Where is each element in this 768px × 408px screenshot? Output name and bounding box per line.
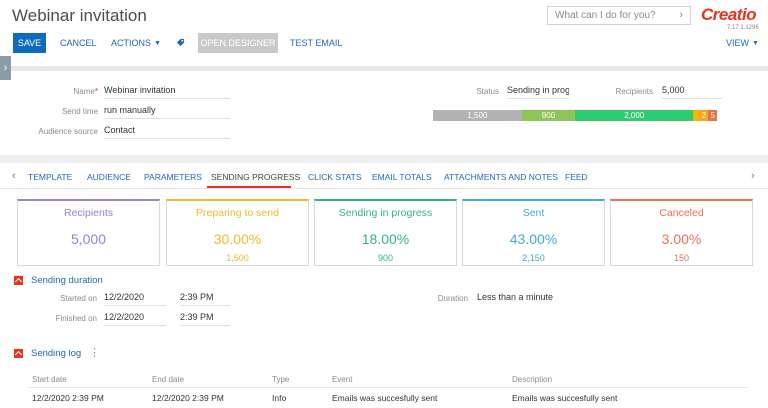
stat-card[interactable]: Canceled 3.00% 150	[610, 199, 753, 266]
section-expand-toggle[interactable]: ›	[0, 56, 11, 80]
save-button[interactable]: SAVE	[13, 33, 46, 53]
test-email-button[interactable]: TEST EMAIL	[290, 38, 343, 48]
chevron-right-icon[interactable]: ›	[679, 9, 683, 21]
caret-down-icon: ▼	[154, 39, 161, 47]
tab-click-stats[interactable]: CLICK STATS	[308, 172, 362, 182]
active-tab-indicator	[207, 186, 291, 188]
started-on-label: Started on	[60, 294, 97, 303]
audience-source-label: Audience source	[38, 127, 98, 136]
actions-button[interactable]: ACTIONS ▼	[111, 33, 161, 53]
sending-log-title[interactable]: Sending log	[31, 348, 82, 359]
column-event[interactable]: Event	[332, 375, 353, 384]
tab-audience[interactable]: AUDIENCE	[87, 172, 131, 182]
view-button[interactable]: VIEW ▼	[726, 33, 759, 53]
tab-email-totals[interactable]: EMAIL TOTALS	[372, 172, 432, 182]
stat-card[interactable]: Sending in progress 18.00% 900	[314, 199, 457, 266]
sending-progress-bar: 1,500 900 2,000 2 5	[433, 110, 729, 121]
finished-on-date-field[interactable]: 12/2/2020	[104, 312, 166, 326]
stat-card-value: 18.00%	[361, 231, 410, 247]
row-type: Info	[272, 393, 287, 403]
collapse-sending-log-icon[interactable]	[14, 349, 23, 358]
column-type[interactable]: Type	[272, 375, 290, 384]
logo: Creatio	[701, 5, 757, 24]
stat-card-value: 43.00%	[509, 231, 558, 247]
version-label: 7.17.1.1296	[727, 25, 759, 31]
finished-on-time-field[interactable]: 2:39 PM	[180, 312, 230, 326]
name-field[interactable]: Webinar invitation	[104, 85, 230, 99]
recipients-field: 5,000	[662, 85, 722, 99]
row-start-date: 12/2/2020 2:39 PM	[32, 393, 104, 403]
open-designer-button[interactable]: OPEN DESIGNER	[198, 33, 278, 53]
stat-card-value: 30.00%	[213, 231, 262, 247]
row-description: Emails was succesfully sent	[512, 393, 618, 403]
progress-segment: 2,000	[575, 110, 694, 121]
header-divider	[0, 66, 768, 71]
recipients-label: Recipients	[615, 87, 653, 96]
status-field[interactable]: Sending in progr...	[507, 85, 569, 99]
more-options-icon[interactable]: ⋮	[89, 347, 100, 359]
progress-segment	[693, 110, 700, 121]
progress-segment: 5	[708, 110, 718, 121]
duration-value: Less than a minute	[477, 292, 554, 302]
duration-label: Duration	[437, 294, 468, 303]
stat-card-value: 5,000	[70, 231, 107, 247]
name-label: Name*	[73, 87, 98, 96]
section-divider	[0, 155, 768, 163]
page-title: Webinar invitation	[12, 6, 147, 25]
stat-card-value: 3.00%	[661, 231, 702, 247]
progress-segment: 2	[699, 110, 709, 121]
column-description[interactable]: Description	[512, 375, 553, 384]
tab-parameters[interactable]: PARAMETERS	[144, 172, 202, 182]
row-end-date: 12/2/2020 2:39 PM	[152, 393, 224, 403]
tab-feed[interactable]: FEED	[565, 172, 588, 182]
tab-sending-progress[interactable]: SENDING PROGRESS	[211, 172, 301, 182]
started-on-time-field[interactable]: 2:39 PM	[180, 292, 230, 306]
chevron-right-icon: ›	[3, 62, 8, 74]
caret-down-icon: ▼	[752, 39, 759, 47]
tab-attachments-and-notes[interactable]: ATTACHMENTS AND NOTES	[444, 172, 558, 182]
send-time-label: Send time	[61, 107, 98, 116]
stat-card-title: Sent	[522, 207, 545, 219]
audience-source-field[interactable]: Contact	[104, 125, 230, 139]
tag-icon[interactable]	[176, 38, 185, 47]
cancel-button[interactable]: CANCEL	[60, 38, 97, 48]
stat-card-title: Sending in progress	[338, 207, 433, 219]
stat-card-count: 1,500	[226, 253, 249, 263]
stat-card[interactable]: Sent 43.00% 2,150	[462, 199, 605, 266]
toolbar: SAVE CANCEL ACTIONS ▼ OPEN DESIGNER TEST…	[0, 33, 768, 53]
started-on-date-field[interactable]: 12/2/2020	[104, 292, 166, 306]
command-search-input[interactable]: What can I do for you? ›	[547, 6, 691, 25]
stat-card-title: Preparing to send	[196, 207, 279, 219]
tab-template[interactable]: TEMPLATE	[28, 172, 73, 182]
chevron-left-icon[interactable]: ‹	[12, 170, 16, 182]
chevron-right-icon[interactable]: ›	[751, 170, 755, 182]
column-start-date[interactable]: Start date	[32, 375, 67, 384]
progress-segment: 900	[521, 110, 576, 121]
stat-card[interactable]: Recipients 5,000	[17, 199, 160, 266]
collapse-sending-duration-icon[interactable]	[14, 276, 23, 285]
tab-strip: ‹ TEMPLATE AUDIENCE PARAMETERS SENDING P…	[0, 163, 768, 189]
search-placeholder: What can I do for you?	[555, 10, 656, 21]
row-event: Emails was succesfully sent	[332, 393, 438, 403]
stat-card-count: 150	[673, 253, 690, 263]
stat-card-title: Canceled	[659, 207, 704, 219]
view-label: VIEW	[726, 38, 750, 48]
stat-card-count: 900	[377, 253, 394, 263]
stat-card-title: Recipients	[63, 207, 114, 219]
status-label: Status	[476, 87, 499, 96]
actions-label: ACTIONS	[111, 38, 152, 48]
progress-segment: 1,500	[433, 110, 522, 121]
table-header-divider	[28, 387, 748, 388]
send-time-field[interactable]: run manually	[104, 105, 230, 119]
stat-card-count: 2,150	[522, 253, 545, 263]
sending-duration-title[interactable]: Sending duration	[31, 275, 103, 286]
stat-card[interactable]: Preparing to send 30.00% 1,500	[166, 199, 309, 266]
column-end-date[interactable]: End date	[152, 375, 185, 384]
page-header: Webinar invitation What can I do for you…	[0, 0, 768, 66]
finished-on-label: Finished on	[55, 314, 97, 323]
